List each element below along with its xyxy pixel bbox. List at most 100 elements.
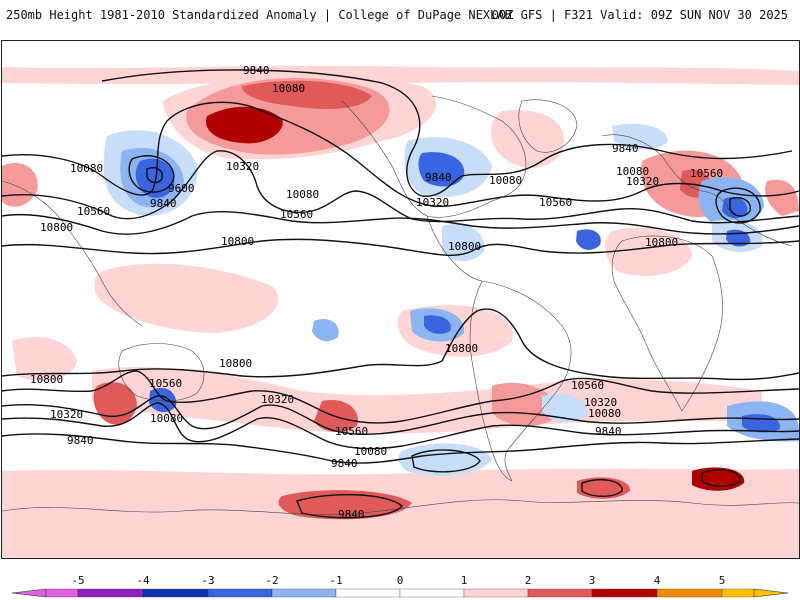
contour-10320-south [2, 395, 799, 435]
contour-label: 10080 [588, 407, 621, 420]
contour-label: 10800 [219, 357, 252, 370]
contour-label: 10800 [645, 236, 678, 249]
coastline-north-america [341, 95, 527, 218]
contour-label: 10800 [448, 240, 481, 253]
colorbar-segment [335, 588, 401, 598]
contour-label: 10800 [445, 342, 478, 355]
contour-label: 10560 [335, 425, 368, 438]
contour-9840-south [2, 433, 799, 464]
colorbar-segment [591, 588, 658, 598]
colorbar-segment [142, 588, 209, 598]
contour-label: 9840 [67, 434, 94, 447]
coastline-antarctica [2, 499, 799, 515]
neg-anomaly-south-indian-2 [149, 387, 177, 413]
contour-label: 9840 [612, 142, 639, 155]
contour-label: 10560 [149, 377, 182, 390]
colorbar-segment [463, 588, 529, 598]
colorbar-segment [45, 588, 79, 598]
colorbar-tick-label: 3 [588, 574, 596, 587]
colorbar-tick-label: -2 [265, 574, 279, 587]
contour-label: 10080 [150, 412, 183, 425]
contour-9840-south-pacific-low [411, 449, 481, 473]
contour-label: 10560 [571, 379, 604, 392]
neg-anomaly-hudson-core [418, 152, 465, 187]
colorbar-tick-label: -5 [71, 574, 85, 587]
contour-label: 10560 [539, 196, 572, 209]
negative-anomaly-areas [103, 123, 799, 477]
map-header: 250mb Height 1981-2010 Standardized Anom… [0, 0, 800, 36]
contour-10800-subtropical-n [2, 238, 799, 256]
pos-anomaly-africa [605, 227, 692, 276]
contour-label: 10080 [272, 82, 305, 95]
contour-label: 10560 [690, 167, 723, 180]
contour-label: 10320 [50, 408, 83, 421]
contour-label: 10080 [354, 445, 387, 458]
pos-anomaly-arctic-band [2, 65, 799, 85]
colorbar: -5 -4 -3 -2 -1 0 1 2 3 4 5 [0, 570, 800, 600]
contour-label: 10800 [30, 373, 63, 386]
contour-label: 10320 [416, 196, 449, 209]
contour-label: 10320 [226, 160, 259, 173]
contour-label: 10080 [70, 162, 103, 175]
pos-anomaly-alaska-core [206, 106, 283, 144]
contour-label: 9840 [331, 457, 358, 470]
colorbar-tick-label: 2 [524, 574, 532, 587]
colorbar-segment [527, 588, 593, 598]
colorbar-segment [721, 588, 755, 598]
coastline-africa [611, 235, 723, 412]
neg-anomaly-pacific-spot [312, 318, 339, 342]
colorbar-tick-label: 5 [718, 574, 726, 587]
contour-label: 9840 [243, 64, 270, 77]
contour-label: 10320 [261, 393, 294, 406]
colorbar-left-arrow [11, 588, 47, 598]
contour-label: 9600 [168, 182, 195, 195]
contour-9840-antarctic [296, 494, 403, 519]
contour-10080-north [2, 101, 799, 208]
pos-anomaly-antarctic-band [2, 468, 799, 558]
contour-label: 9840 [425, 171, 452, 184]
anomaly-map: 9840 10080 10080 10320 9600 9840 10560 1… [1, 40, 800, 559]
colorbar-segment [656, 588, 723, 598]
colorbar-segment [77, 588, 144, 598]
colorbar-segment [207, 588, 273, 598]
contour-label: 10800 [221, 235, 254, 248]
run-valid-info: 00Z GFS | F321 Valid: 09Z SUN NOV 30 202… [491, 8, 788, 22]
colorbar-tick-label: -4 [136, 574, 150, 587]
map-title: 250mb Height 1981-2010 Standardized Anom… [6, 8, 512, 22]
colorbar-tick-label: -3 [201, 574, 215, 587]
colorbar-tick-label: 4 [653, 574, 661, 587]
pos-anomaly-tropical-pacific [94, 263, 279, 333]
neg-anomaly-atlantic-spot [576, 229, 601, 250]
neg-anomaly-kamchatka-core [135, 158, 175, 198]
contour-label: 10560 [280, 208, 313, 221]
height-contours [2, 69, 799, 519]
coastline-australia [118, 343, 205, 402]
contour-9600-kamchatka [146, 167, 164, 184]
coastline-central-america [426, 215, 483, 282]
contour-9840-south-atlantic-low [581, 479, 623, 497]
contour-9840-south-indian-low [701, 469, 741, 487]
colorbar-segment [399, 588, 465, 598]
contour-10560-mid [2, 211, 799, 235]
contour-10560-caspian [729, 197, 751, 217]
contour-label: 10320 [584, 396, 617, 409]
neg-anomaly-greenland [612, 123, 668, 150]
pos-anomaly-south-pacific-band [92, 367, 762, 434]
contour-10800-subtropical-s [2, 308, 799, 381]
contour-label: 10080 [286, 188, 319, 201]
contour-label: 10800 [40, 221, 73, 234]
contour-9840-arctic [101, 69, 793, 197]
pos-anomaly-west-atlantic [490, 110, 564, 168]
coastline-greenland [518, 99, 578, 153]
colorbar-segment [271, 588, 337, 598]
contour-10080-south [2, 402, 799, 450]
contour-9840-kamchatka [128, 155, 175, 193]
pos-anomaly-alaska-upper [242, 80, 372, 109]
neg-anomaly-south-atlantic-2 [542, 393, 588, 423]
pos-anomaly-far-east [765, 179, 799, 216]
contour-labels: 9840 10080 10080 10320 9600 9840 10560 1… [30, 64, 723, 521]
contour-label: 9840 [150, 197, 177, 210]
contour-label: 10080 [616, 165, 649, 178]
contour-label: 10320 [626, 175, 659, 188]
colorbar-right-arrow [753, 588, 789, 598]
